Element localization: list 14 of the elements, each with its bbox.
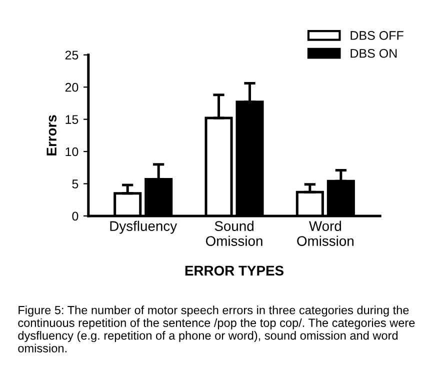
x-tick-label: Sound Omission	[206, 220, 262, 246]
y-tick-label: 0	[72, 212, 78, 221]
x-tick-label: Dysfluency	[110, 220, 178, 234]
y-tick-label: 20	[65, 82, 78, 92]
legend-label: DBS OFF	[350, 31, 404, 40]
y-axis-title: Errors	[46, 115, 56, 156]
x-axis-title: ERROR TYPES	[185, 266, 284, 276]
x-tick-label: Word Omission	[297, 220, 354, 246]
y-tick-label: 5	[72, 180, 78, 188]
legend-label: DBS ON	[350, 48, 397, 58]
caption: Figure 5: The number of motor speech errors in three categories during the continuous repetition of the sentence /pop the top cop/. The categories were dysfluency (e.g. repetition of a phone or word), sound omission and word omission.	[18, 306, 415, 352]
y-tick-label: 10	[66, 147, 78, 156]
y-tick-label: 15	[66, 115, 78, 124]
y-tick-label: 25	[65, 50, 78, 60]
